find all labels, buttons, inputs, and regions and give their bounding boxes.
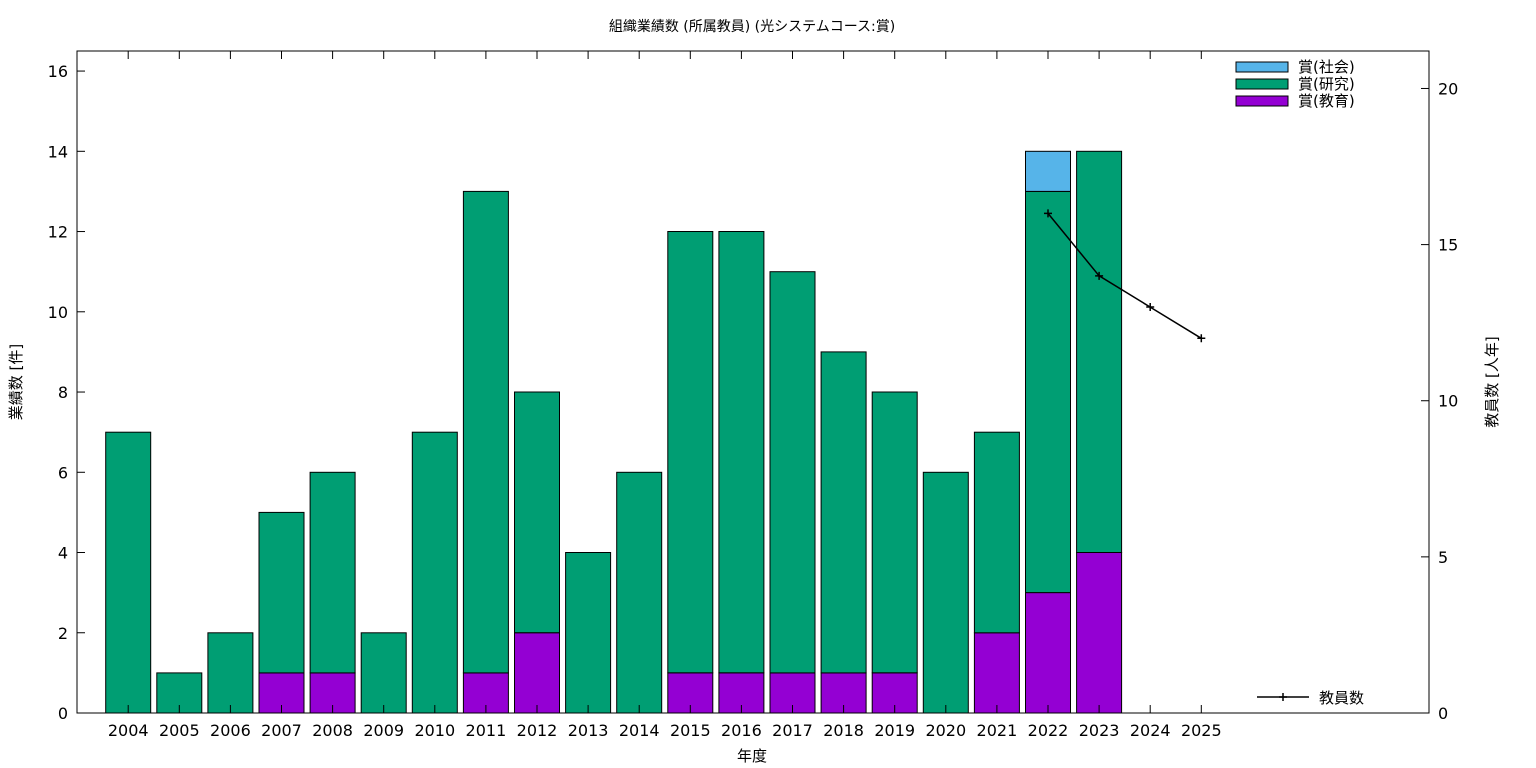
y-tick-label: 0 — [58, 704, 68, 723]
legend-label-line: 教員数 — [1319, 689, 1364, 707]
y2-tick-label: 5 — [1438, 548, 1448, 567]
bars-layer — [105, 150, 1123, 714]
x-tick-label: 2015 — [670, 721, 711, 740]
bar-segment-2017-series-1 — [769, 271, 816, 674]
bar-segment-2013-series-1 — [565, 552, 612, 714]
bar-segment-2008-series-1 — [309, 471, 356, 674]
bar-segment-2019-series-1 — [871, 391, 918, 674]
axes-layer: 0 2 4 6 8 10 12 14 16 0 5 10 15 20 2004 2005 2006 2007 200… — [48, 51, 1458, 740]
x-tick-label: 2020 — [925, 721, 966, 740]
y-tick-label: 16 — [48, 62, 68, 81]
x-tick-label: 2008 — [312, 721, 353, 740]
faculty-count-point-2025 — [1197, 334, 1206, 343]
legend-label: 賞(教育) — [1298, 92, 1355, 110]
x-tick-label: 2024 — [1130, 721, 1171, 740]
y-tick-label: 4 — [58, 544, 68, 563]
x-tick-label: 2016 — [721, 721, 762, 740]
x-tick-label: 2012 — [517, 721, 558, 740]
faculty-count-line — [1047, 212, 1202, 339]
x-tick-label: 2018 — [823, 721, 864, 740]
legend: 賞(社会)賞(研究)賞(教育) 教員数 — [1235, 58, 1364, 707]
x-tick-label: 2025 — [1181, 721, 1222, 740]
line-layer — [1044, 209, 1206, 343]
x-tick-label: 2022 — [1028, 721, 1069, 740]
x-tick-label: 2005 — [159, 721, 200, 740]
x-tick-label: 2023 — [1079, 721, 1120, 740]
y-tick-label: 12 — [48, 223, 68, 242]
bar-segment-2014-series-1 — [616, 471, 663, 714]
x-tick-label: 2004 — [108, 721, 149, 740]
y2-tick-label: 15 — [1438, 236, 1458, 255]
y-tick-label: 14 — [48, 142, 68, 161]
y-tick-label: 10 — [48, 303, 68, 322]
x-tick-label: 2011 — [466, 721, 507, 740]
y-axis-title: 業績数 [件] — [7, 344, 25, 420]
legend-label: 賞(研究) — [1298, 75, 1355, 93]
bar-segment-2023-series-0 — [1076, 552, 1123, 714]
x-axis-title: 年度 — [737, 747, 767, 765]
faculty-count-point-2024 — [1146, 303, 1155, 312]
y-tick-label: 2 — [58, 624, 68, 643]
bar-segment-2021-series-0 — [973, 632, 1020, 714]
bar-segment-2022-series-2 — [1025, 150, 1071, 192]
bar-segment-2022-series-0 — [1025, 592, 1071, 714]
bar-segment-2006-series-1 — [207, 632, 254, 714]
bar-segment-2009-series-1 — [360, 632, 407, 714]
bar-segment-2016-series-1 — [718, 231, 765, 674]
y2-tick-label: 10 — [1438, 392, 1458, 411]
bar-segment-2010-series-1 — [411, 431, 458, 714]
bar-segment-2007-series-1 — [258, 511, 305, 674]
bar-segment-2018-series-1 — [820, 351, 867, 674]
x-tick-label: 2017 — [772, 721, 813, 740]
x-tick-label: 2007 — [261, 721, 302, 740]
y2-axis-title: 教員数 [人年] — [1483, 336, 1501, 427]
bar-segment-2020-series-1 — [922, 471, 969, 714]
y2-tick-label: 20 — [1438, 79, 1458, 98]
bar-segment-2004-series-1 — [105, 431, 152, 714]
legend-line-marker — [1279, 693, 1287, 701]
chart-title: 組織業績数 (所属教員) (光システムコース:賞) — [609, 19, 895, 35]
bar-segment-2015-series-1 — [667, 231, 714, 674]
faculty-count-point-2022 — [1044, 209, 1052, 218]
legend-swatch-0 — [1235, 95, 1289, 107]
bar-segment-2012-series-0 — [514, 632, 560, 714]
bar-segment-2011-series-1 — [462, 190, 509, 674]
legend-swatch-2 — [1235, 61, 1289, 73]
x-tick-label: 2014 — [619, 721, 660, 740]
y-tick-label: 8 — [58, 383, 68, 402]
bar-segment-2012-series-1 — [514, 391, 560, 634]
bar-segment-2023-series-1 — [1076, 150, 1123, 554]
x-tick-label: 2021 — [977, 721, 1018, 740]
x-tick-label: 2006 — [210, 721, 251, 740]
faculty-count-point-2023 — [1095, 271, 1104, 280]
x-tick-label: 2013 — [568, 721, 609, 740]
y-tick-label: 6 — [58, 463, 68, 482]
legend-swatch-1 — [1235, 78, 1289, 90]
bar-segment-2021-series-1 — [973, 431, 1020, 634]
y2-tick-label: 0 — [1438, 704, 1448, 723]
bar-segment-2022-series-1 — [1025, 190, 1071, 594]
x-tick-label: 2019 — [874, 721, 915, 740]
x-tick-label: 2010 — [414, 721, 455, 740]
legend-label: 賞(社会) — [1298, 58, 1355, 76]
plot-frame — [76, 50, 1430, 714]
x-tick-label: 2009 — [363, 721, 404, 740]
